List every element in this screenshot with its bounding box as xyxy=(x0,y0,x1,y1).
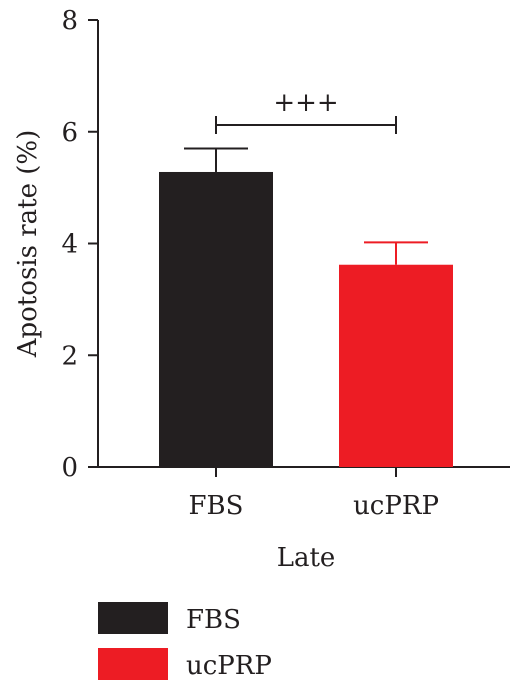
y-tick-label: 0 xyxy=(61,453,78,483)
y-axis-ticks: 0 2 4 6 8 xyxy=(61,6,98,483)
x-axis-ticks: FBS ucPRP xyxy=(189,467,439,521)
y-tick-label: 6 xyxy=(61,118,78,148)
x-axis-title: Late xyxy=(277,543,336,573)
bar-fbs xyxy=(159,171,273,468)
y-tick-label: 8 xyxy=(61,6,78,36)
x-tick-label-ucprp: ucPRP xyxy=(353,491,439,521)
y-tick-label: 4 xyxy=(61,230,78,260)
bar-ucprp xyxy=(339,264,453,467)
legend-swatch-ucprp xyxy=(98,648,168,680)
legend-swatch-fbs xyxy=(98,602,168,634)
significance-label: +++ xyxy=(273,88,338,118)
x-tick-label-fbs: FBS xyxy=(189,491,244,521)
legend: FBS ucPRP xyxy=(98,602,272,681)
y-axis-title: Apotosis rate (%) xyxy=(13,130,43,358)
legend-label-fbs: FBS xyxy=(186,605,241,635)
legend-label-ucprp: ucPRP xyxy=(186,651,272,681)
y-tick-label: 2 xyxy=(61,341,78,371)
bars-group xyxy=(159,147,453,468)
significance-bracket: +++ xyxy=(215,88,397,134)
